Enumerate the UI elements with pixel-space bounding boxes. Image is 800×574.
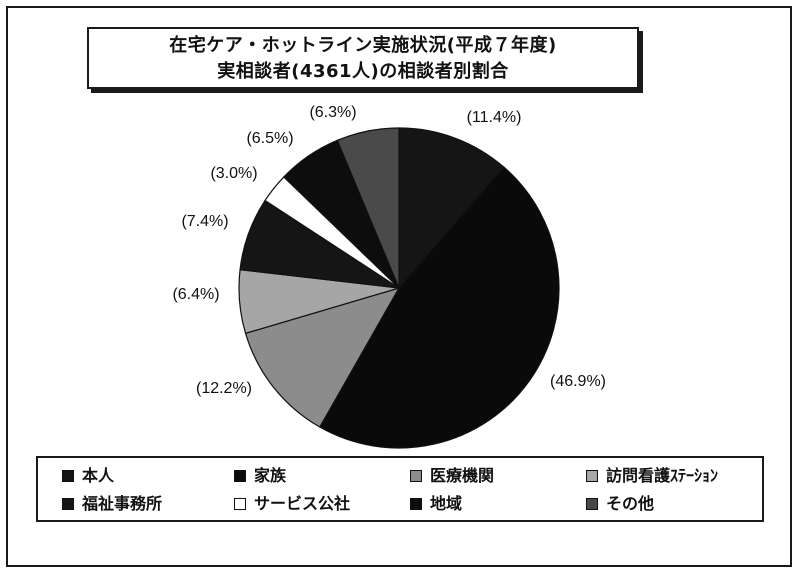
legend-item: その他 [586, 492, 654, 516]
legend-swatch [410, 470, 422, 482]
legend-swatch [586, 470, 598, 482]
pie-slice [336, 127, 400, 289]
legend-swatch [62, 498, 74, 510]
slice-percent-label: (7.4%) [181, 213, 228, 230]
legend-item: 地域 [410, 492, 462, 516]
slice-percent-label: (3.0%) [210, 165, 257, 182]
pie-slice [398, 127, 505, 290]
legend-label: 医療機関 [430, 466, 495, 485]
chart-title: 在宅ケア・ホットライン実施状況(平成７年度) [169, 35, 557, 56]
chart-legend: 本人 家族 医療機関 訪問看護ｽﾃｰｼｮﾝ 福祉事務所 サービス公社 地域 その… [36, 456, 764, 522]
slice-percent-label: (11.4%) [467, 109, 522, 126]
chart-subtitle: 実相談者(4361人)の相談者別割合 [217, 61, 509, 82]
legend-item: 医療機関 [410, 464, 494, 488]
legend-label: 家族 [254, 466, 287, 485]
pie-slice [244, 287, 401, 428]
legend-item: 訪問看護ｽﾃｰｼｮﾝ [586, 464, 718, 488]
legend-item: 家族 [234, 464, 286, 488]
legend-item: サービス公社 [234, 492, 350, 516]
slice-percent-label: (6.5%) [246, 130, 293, 147]
pie-slice [318, 166, 560, 449]
legend-label: サービス公社 [254, 494, 351, 513]
legend-swatch [234, 470, 246, 482]
legend-swatch [586, 498, 598, 510]
legend-item: 福祉事務所 [62, 492, 162, 516]
legend-label: 福祉事務所 [82, 494, 163, 513]
legend-swatch [234, 498, 246, 510]
legend-label: 本人 [82, 466, 115, 485]
legend-swatch [410, 498, 422, 510]
slice-percent-label: (6.4%) [172, 286, 219, 303]
slice-percent-label: (6.3%) [309, 104, 356, 121]
legend-swatch [62, 470, 74, 482]
legend-label: その他 [606, 494, 655, 513]
slice-percent-label: (12.2%) [196, 380, 252, 397]
legend-label: 訪問看護ｽﾃｰｼｮﾝ [606, 466, 719, 485]
slice-percent-label: (46.9%) [550, 373, 606, 390]
legend-item: 本人 [62, 464, 114, 488]
chart-title-box: 在宅ケア・ホットライン実施状況(平成７年度) 実相談者(4361人)の相談者別割… [87, 27, 639, 89]
legend-label: 地域 [430, 494, 463, 513]
